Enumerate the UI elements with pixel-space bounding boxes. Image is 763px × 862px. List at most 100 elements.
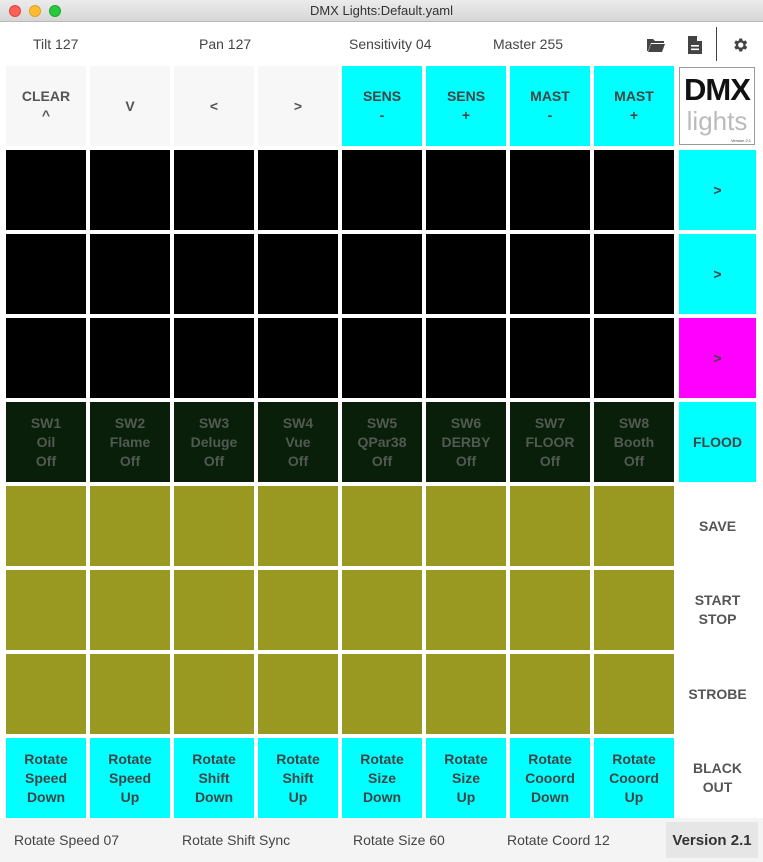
scene-cell[interactable]: [90, 654, 170, 734]
scene-cell[interactable]: [258, 654, 338, 734]
window-minimize-button[interactable]: [29, 5, 41, 17]
header-button-6[interactable]: SENS +: [426, 66, 506, 146]
scene-cell[interactable]: [258, 570, 338, 650]
switch-button-8[interactable]: SW8 Booth Off: [594, 402, 674, 482]
rotate-button-3-label-line: Down: [194, 788, 234, 805]
flood-button[interactable]: FLOOD: [679, 402, 756, 482]
pad-cell[interactable]: [510, 234, 590, 314]
pad-cell[interactable]: [510, 150, 590, 230]
switch-button-2-label-line: Off: [119, 452, 141, 469]
version-label: Version 2.1: [666, 822, 758, 858]
header-button-1[interactable]: CLEAR ^: [6, 66, 86, 146]
pad-cell[interactable]: [90, 234, 170, 314]
pad-cell[interactable]: [342, 318, 422, 398]
window-maximize-button[interactable]: [49, 5, 61, 17]
scene-cell[interactable]: [510, 570, 590, 650]
switch-button-4-label-line: Vue: [285, 433, 311, 450]
scene-cell[interactable]: [426, 654, 506, 734]
scene-cell[interactable]: [426, 570, 506, 650]
scene-cell[interactable]: [594, 654, 674, 734]
start-stop-button[interactable]: START STOP: [679, 570, 756, 650]
header-button-7[interactable]: MAST -: [510, 66, 590, 146]
page-next-button-3[interactable]: >: [679, 318, 756, 398]
switch-button-8-label-line: Booth: [613, 433, 655, 450]
document-icon[interactable]: [684, 34, 706, 56]
header-button-5[interactable]: SENS -: [342, 66, 422, 146]
switch-button-4-label-line: SW4: [282, 414, 314, 431]
pan-readout: Pan 127: [199, 36, 252, 52]
rotate-button-7[interactable]: Rotate Cooord Down: [510, 738, 590, 818]
pad-cell[interactable]: [6, 318, 86, 398]
rotate-button-4[interactable]: Rotate Shift Up: [258, 738, 338, 818]
gear-icon[interactable]: [729, 34, 751, 56]
switch-button-7-label-line: FLOOR: [525, 433, 575, 450]
pad-cell[interactable]: [426, 318, 506, 398]
scene-cell[interactable]: [510, 486, 590, 566]
blackout-button[interactable]: BLACK OUT: [679, 738, 756, 818]
pad-cell[interactable]: [510, 318, 590, 398]
header-button-2[interactable]: V: [90, 66, 170, 146]
logo-version-text: Version 2.1: [730, 138, 751, 143]
switch-button-1[interactable]: SW1 Oil Off: [6, 402, 86, 482]
page-next-button-2[interactable]: >: [679, 234, 756, 314]
rotate-button-3[interactable]: Rotate Shift Down: [174, 738, 254, 818]
header-button-4[interactable]: >: [258, 66, 338, 146]
scene-cell[interactable]: [174, 654, 254, 734]
pad-cell[interactable]: [6, 234, 86, 314]
pad-cell[interactable]: [342, 150, 422, 230]
page-next-button-1[interactable]: >: [679, 150, 756, 230]
scene-cell[interactable]: [258, 486, 338, 566]
scene-cell[interactable]: [6, 486, 86, 566]
scene-cell[interactable]: [90, 486, 170, 566]
switch-button-6[interactable]: SW6 DERBY Off: [426, 402, 506, 482]
rotate-button-7-label-line: Cooord: [525, 769, 575, 786]
rotate-button-3-label-line: Shift: [198, 769, 230, 786]
rotate-button-1[interactable]: Rotate Speed Down: [6, 738, 86, 818]
pad-cell[interactable]: [258, 318, 338, 398]
scene-cell[interactable]: [90, 570, 170, 650]
pad-cell[interactable]: [258, 150, 338, 230]
header-button-8[interactable]: MAST +: [594, 66, 674, 146]
pad-cell[interactable]: [594, 150, 674, 230]
pad-cell[interactable]: [594, 234, 674, 314]
scene-cell[interactable]: [594, 570, 674, 650]
folder-open-icon[interactable]: [645, 34, 667, 56]
strobe-button[interactable]: STROBE: [679, 654, 756, 734]
pad-cell[interactable]: [90, 318, 170, 398]
pad-cell[interactable]: [90, 150, 170, 230]
scene-cell[interactable]: [594, 486, 674, 566]
pad-cell[interactable]: [258, 234, 338, 314]
pad-cell[interactable]: [174, 318, 254, 398]
scene-cell[interactable]: [6, 654, 86, 734]
switch-button-5[interactable]: SW5 QPar38 Off: [342, 402, 422, 482]
scene-cell[interactable]: [6, 570, 86, 650]
rotate-button-6[interactable]: Rotate Size Up: [426, 738, 506, 818]
scene-cell[interactable]: [342, 570, 422, 650]
scene-cell[interactable]: [342, 654, 422, 734]
save-button[interactable]: SAVE: [679, 486, 756, 566]
switch-button-5-label-line: QPar38: [357, 433, 407, 450]
pad-cell[interactable]: [426, 234, 506, 314]
rotate-button-6-label-line: Rotate: [444, 750, 488, 767]
header-button-3[interactable]: <: [174, 66, 254, 146]
switch-button-7[interactable]: SW7 FLOOR Off: [510, 402, 590, 482]
rotate-button-5[interactable]: Rotate Size Down: [342, 738, 422, 818]
scene-cell[interactable]: [426, 486, 506, 566]
blackout-button-label-line: BLACK: [693, 760, 742, 776]
pad-cell[interactable]: [174, 150, 254, 230]
window-close-button[interactable]: [9, 5, 21, 17]
switch-button-2[interactable]: SW2 Flame Off: [90, 402, 170, 482]
rotate-button-8[interactable]: Rotate Cooord Up: [594, 738, 674, 818]
pad-cell[interactable]: [342, 234, 422, 314]
scene-cell[interactable]: [174, 486, 254, 566]
scene-cell[interactable]: [174, 570, 254, 650]
pad-cell[interactable]: [174, 234, 254, 314]
pad-cell[interactable]: [6, 150, 86, 230]
scene-cell[interactable]: [510, 654, 590, 734]
pad-cell[interactable]: [426, 150, 506, 230]
rotate-button-2[interactable]: Rotate Speed Up: [90, 738, 170, 818]
switch-button-3[interactable]: SW3 Deluge Off: [174, 402, 254, 482]
scene-cell[interactable]: [342, 486, 422, 566]
pad-cell[interactable]: [594, 318, 674, 398]
switch-button-4[interactable]: SW4 Vue Off: [258, 402, 338, 482]
